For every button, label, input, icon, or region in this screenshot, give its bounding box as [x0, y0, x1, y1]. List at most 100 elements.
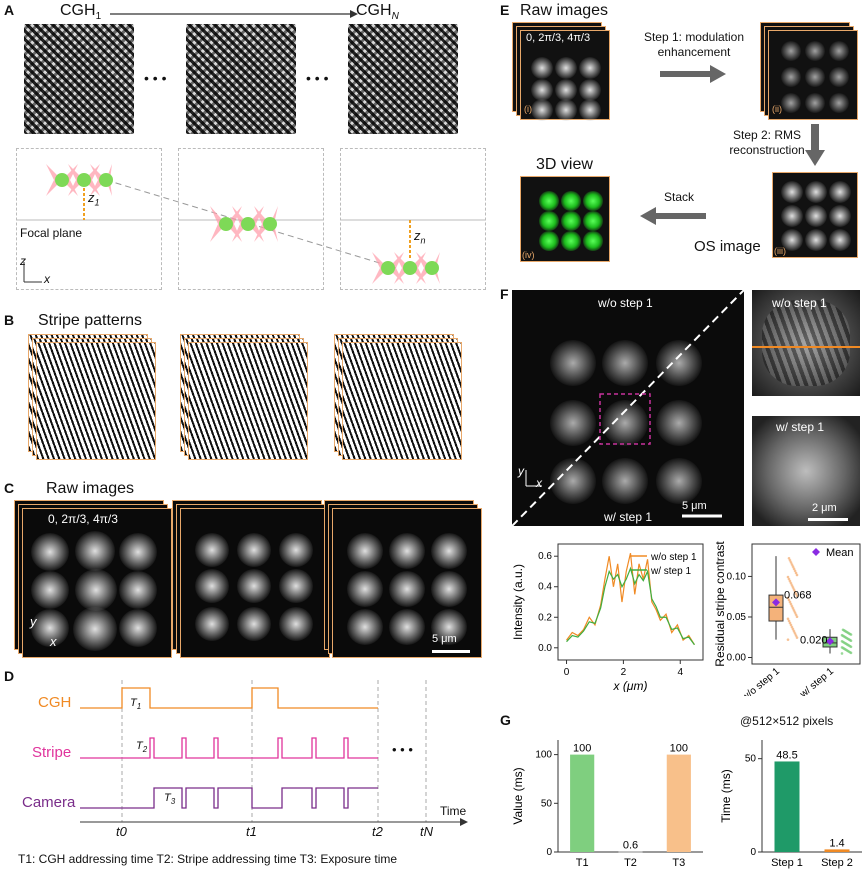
focal-plane-label: Focal plane	[20, 226, 83, 240]
raw-e-front	[520, 30, 610, 121]
box-1	[768, 594, 784, 622]
y-tick-label: 0	[546, 847, 552, 858]
data-point	[841, 628, 845, 632]
os-image	[772, 172, 858, 258]
enhanced-front	[768, 30, 858, 120]
panel-letter-b: B	[4, 312, 15, 328]
f-zoom-wo	[752, 290, 860, 396]
data-point	[795, 573, 799, 577]
y-tick-label: 100	[535, 750, 552, 761]
phases-label-e: 0, 2π/3, 4π/3	[526, 32, 591, 44]
data-point	[840, 639, 844, 643]
data-point	[788, 600, 792, 604]
data-point	[789, 582, 793, 585]
data-point	[847, 632, 851, 635]
step2-label: Step 2: RMS reconstruction	[729, 128, 805, 157]
f-zoom-w	[752, 416, 860, 526]
bar-value-label: 100	[670, 743, 688, 755]
mean-value-1: 0.068	[784, 589, 812, 601]
f-w-step1-label: w/ step 1	[604, 510, 653, 524]
data-point	[792, 630, 796, 633]
f-axis-x: x	[536, 476, 542, 490]
y-tick-label: 0.10	[727, 571, 747, 582]
y-axis-label: Value (ms)	[511, 767, 525, 824]
category-label-1: w/o step 1	[739, 666, 782, 696]
series-line-2	[566, 566, 695, 646]
bar-value-label: 1.4	[829, 837, 844, 849]
bar-value-label: 100	[573, 743, 591, 755]
legend-label-2: w/ step 1	[650, 566, 691, 577]
data-point	[847, 650, 851, 653]
raw-c-3	[332, 508, 482, 658]
focal-diagram	[16, 164, 486, 284]
raw-c-2	[180, 508, 330, 658]
bar-step-2	[824, 849, 850, 852]
step1-arrow	[660, 65, 726, 83]
bar-t2	[618, 851, 643, 853]
stripe-patterns-title: Stripe patterns	[38, 312, 143, 329]
data-point	[789, 561, 793, 564]
data-point	[843, 635, 847, 639]
data-point	[790, 604, 794, 608]
data-point	[789, 623, 793, 627]
addressing-time-chart: 0 50 100 Value (ms) 100 T1 0.6 T2 100 T3	[511, 740, 703, 869]
x-tick-label: 0	[564, 667, 570, 678]
box-frame	[751, 543, 861, 665]
mean-value-2: 0.020	[800, 634, 828, 646]
cgh-hologram-1	[24, 24, 134, 134]
panel-letter-g: G	[500, 712, 511, 728]
mean-marker-2	[826, 637, 834, 646]
y-tick-label: 0	[750, 847, 756, 858]
bar-t1	[570, 754, 595, 852]
data-point	[840, 633, 844, 637]
bar-t3	[666, 754, 691, 852]
bar-value-label: 48.5	[776, 749, 797, 761]
y-tick-label: 0.6	[538, 551, 552, 562]
y-tick-label: 0.0	[538, 643, 552, 654]
raw-images-title-c: Raw images	[46, 480, 135, 497]
legend-mean-label: Mean	[826, 547, 854, 559]
tick-t0: t0	[116, 824, 127, 839]
data-point	[795, 615, 799, 619]
step2-arrow	[805, 124, 825, 166]
data-point	[789, 602, 793, 606]
f-wo-step1-label: w/o step 1	[598, 296, 653, 310]
data-point	[794, 592, 798, 596]
y-axis-label: Time (ms)	[719, 769, 733, 823]
x-axis-label: x (μm)	[613, 679, 648, 692]
data-point	[786, 575, 790, 579]
t2-marker: T2	[136, 740, 148, 755]
data-point	[790, 584, 794, 587]
stripe-stack-3-front	[342, 342, 462, 460]
data-point	[792, 588, 796, 591]
scalebar-c	[432, 650, 470, 653]
data-point	[787, 556, 791, 560]
data-point	[841, 646, 845, 650]
data-point	[791, 565, 795, 568]
data-point	[791, 607, 795, 610]
focal-box-3	[340, 148, 486, 290]
z1-label: z1	[88, 190, 100, 208]
data-point	[793, 569, 797, 573]
data-point	[790, 625, 794, 629]
f-zoom-wo-label: w/o step 1	[772, 296, 827, 310]
panel-letter-d: D	[4, 668, 15, 684]
roman-ii: (ii)	[772, 104, 782, 114]
timing-ellipsis: • • •	[392, 742, 413, 757]
data-point	[842, 641, 846, 644]
y-tick-label: 0.4	[538, 582, 552, 593]
data-point	[795, 636, 799, 639]
data-point	[787, 598, 791, 602]
data-point	[790, 563, 794, 566]
data-point	[795, 594, 799, 598]
axis-z-label: z	[20, 254, 26, 268]
legend-label-1: w/o step 1	[650, 552, 697, 563]
zn-label: zn	[414, 228, 426, 246]
cgh-first-label: CGH1	[60, 2, 102, 23]
os-image-label: OS image	[694, 238, 761, 255]
tick-t1: t1	[246, 824, 257, 839]
data-point	[788, 621, 792, 625]
axis-x-label: x	[44, 272, 50, 286]
axis-y-label-c: y	[30, 614, 37, 629]
